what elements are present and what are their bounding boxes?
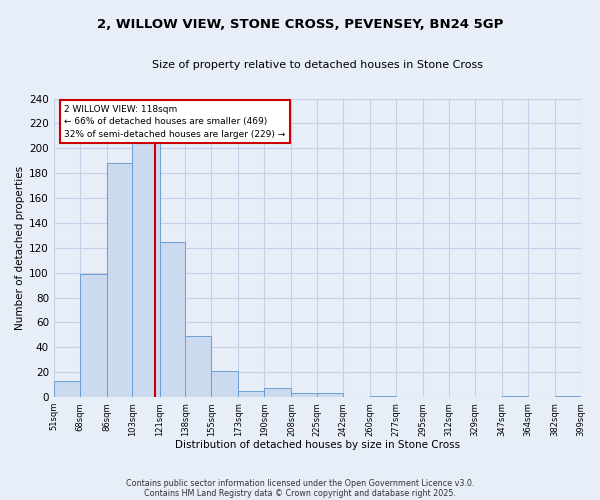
Y-axis label: Number of detached properties: Number of detached properties <box>15 166 25 330</box>
Text: 2, WILLOW VIEW, STONE CROSS, PEVENSEY, BN24 5GP: 2, WILLOW VIEW, STONE CROSS, PEVENSEY, B… <box>97 18 503 30</box>
X-axis label: Distribution of detached houses by size in Stone Cross: Distribution of detached houses by size … <box>175 440 460 450</box>
Text: Contains public sector information licensed under the Open Government Licence v3: Contains public sector information licen… <box>126 478 474 488</box>
Title: Size of property relative to detached houses in Stone Cross: Size of property relative to detached ho… <box>152 60 482 70</box>
Bar <box>317 394 343 397</box>
Bar <box>80 274 107 397</box>
Bar <box>264 388 292 397</box>
Bar <box>211 371 238 397</box>
Bar <box>160 242 185 397</box>
Text: Contains HM Land Registry data © Crown copyright and database right 2025.: Contains HM Land Registry data © Crown c… <box>144 488 456 498</box>
Bar <box>185 336 211 397</box>
Bar <box>133 114 160 397</box>
Bar <box>54 381 80 397</box>
Bar <box>370 396 396 397</box>
Bar <box>502 396 527 397</box>
Bar <box>292 394 317 397</box>
Bar <box>555 396 581 397</box>
Bar <box>238 391 264 397</box>
Text: 2 WILLOW VIEW: 118sqm
← 66% of detached houses are smaller (469)
32% of semi-det: 2 WILLOW VIEW: 118sqm ← 66% of detached … <box>64 105 286 139</box>
Bar <box>107 163 133 397</box>
